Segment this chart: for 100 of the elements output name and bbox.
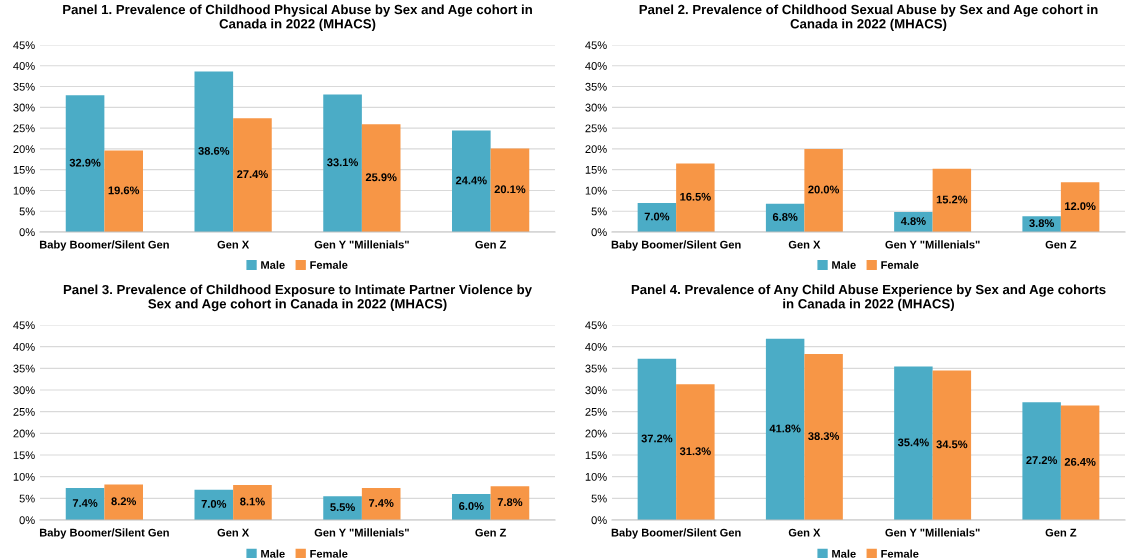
data-label: 37.2%: [641, 434, 673, 443]
bar: [323, 94, 362, 232]
y-tick-label: 45%: [585, 41, 607, 50]
y-tick-label: 5%: [591, 494, 607, 503]
y-tick-label: 45%: [585, 321, 607, 330]
data-label: 25.9%: [365, 173, 397, 182]
y-tick-label: 0%: [19, 516, 35, 525]
x-tick-label: Gen Y "Millenials": [314, 240, 409, 249]
y-tick-label: 25%: [585, 124, 607, 133]
data-label: 27.4%: [237, 170, 268, 179]
x-tick-label: Gen Y "Millenials": [885, 240, 980, 249]
data-label: 7.4%: [369, 499, 394, 507]
bar: [894, 366, 933, 520]
data-label: 7.0%: [201, 499, 227, 508]
bar: [804, 148, 843, 232]
legend-label: Female: [881, 260, 919, 269]
bar: [361, 124, 401, 232]
data-label: 8.2%: [111, 497, 137, 506]
y-tick-label: 25%: [585, 407, 607, 416]
bar: [104, 150, 143, 232]
data-label: 20.0%: [808, 185, 840, 194]
y-tick-label: 25%: [13, 407, 35, 416]
y-tick-label: 15%: [585, 451, 607, 460]
y-tick-label: 10%: [13, 472, 35, 481]
data-label: 41.8%: [769, 424, 801, 433]
legend-label: Male: [261, 549, 285, 558]
data-label: 6.8%: [772, 212, 798, 221]
x-tick-label: Gen Z: [475, 240, 507, 249]
data-label: 6.0%: [459, 502, 484, 510]
y-tick-label: 10%: [13, 186, 35, 195]
data-label: 4.8%: [900, 217, 926, 226]
y-tick-label: 15%: [13, 451, 35, 460]
legend-label: Female: [881, 549, 919, 558]
data-label: 38.6%: [198, 146, 230, 155]
legend-label: Female: [310, 260, 348, 269]
y-tick-label: 5%: [19, 207, 35, 216]
data-label: 20.1%: [494, 185, 526, 194]
y-tick-label: 20%: [13, 429, 35, 438]
data-label: 3.8%: [1029, 219, 1055, 228]
y-tick-label: 35%: [585, 364, 607, 373]
chart-title: Panel 2. Prevalence of Childhood Sexual Abuse by Sex and Age cohort in Canada in 2022 (MHACS): [639, 4, 1098, 32]
x-tick-label: Gen Y "Millenials": [314, 528, 409, 537]
y-tick-label: 5%: [19, 494, 35, 503]
y-tick-label: 30%: [585, 386, 607, 395]
x-tick-label: Baby Boomer/Silent Gen: [611, 240, 741, 251]
y-tick-label: 10%: [585, 186, 607, 195]
bar: [804, 354, 843, 520]
x-tick-label: Baby Boomer/Silent Gen: [611, 528, 741, 539]
y-tick-label: 45%: [13, 321, 35, 330]
bar: [233, 118, 272, 232]
y-tick-label: 45%: [13, 41, 35, 50]
y-tick-label: 30%: [13, 386, 35, 395]
data-label: 7.0%: [644, 212, 670, 221]
x-tick-label: Gen X: [788, 240, 821, 249]
data-label: 32.9%: [69, 158, 101, 167]
chart-title: Panel 3. Prevalence of Childhood Exposure to Intimate Partner Violence by Sex and Age cohort in Canada in 2022 (MHACS): [63, 284, 532, 312]
y-tick-label: 40%: [13, 342, 35, 351]
x-tick-label: Gen Z: [1045, 240, 1077, 249]
data-label: 16.5%: [680, 192, 711, 201]
legend-label: Male: [832, 260, 856, 269]
y-tick-label: 35%: [13, 82, 35, 91]
data-label: 15.2%: [936, 195, 968, 204]
bar: [65, 95, 105, 232]
data-label: 33.1%: [327, 158, 359, 167]
y-tick-label: 40%: [585, 342, 607, 351]
bar: [452, 130, 491, 232]
bar: [1060, 182, 1100, 232]
bar: [676, 384, 715, 520]
bar: [932, 370, 972, 520]
data-label: 34.5%: [936, 440, 968, 449]
y-tick-label: 0%: [591, 228, 607, 237]
x-tick-label: Gen X: [788, 528, 821, 537]
data-label: 19.6%: [108, 186, 140, 195]
data-label: 8.1%: [240, 497, 265, 506]
x-tick-label: Gen Z: [1045, 528, 1077, 537]
data-label: 38.3%: [808, 432, 840, 441]
x-tick-label: Baby Boomer/Silent Gen: [39, 528, 169, 539]
chart-title: Panel 1. Prevalence of Childhood Physical Abuse by Sex and Age cohort in Canada in 2022 (MHACS): [63, 4, 532, 32]
x-tick-label: Gen X: [217, 240, 250, 249]
bar: [1060, 405, 1100, 520]
y-tick-label: 35%: [585, 82, 607, 91]
y-tick-label: 40%: [585, 62, 607, 70]
y-tick-label: 20%: [585, 145, 607, 154]
data-label: 27.2%: [1026, 456, 1058, 465]
bar: [194, 71, 234, 232]
x-tick-label: Gen Y "Millenials": [885, 528, 980, 537]
data-label: 31.3%: [679, 447, 711, 456]
y-tick-label: 30%: [585, 103, 607, 112]
y-tick-label: 0%: [591, 516, 607, 525]
y-tick-label: 25%: [13, 124, 35, 133]
data-label: 7.8%: [497, 498, 523, 507]
y-tick-label: 30%: [13, 103, 35, 112]
x-tick-label: Gen X: [217, 528, 250, 537]
x-tick-label: Gen Z: [475, 528, 507, 537]
y-tick-label: 0%: [19, 228, 35, 237]
bar: [765, 338, 805, 520]
data-label: 7.4%: [72, 499, 98, 507]
y-tick-label: 15%: [13, 165, 35, 174]
y-tick-label: 20%: [13, 145, 35, 154]
bar: [637, 358, 677, 520]
